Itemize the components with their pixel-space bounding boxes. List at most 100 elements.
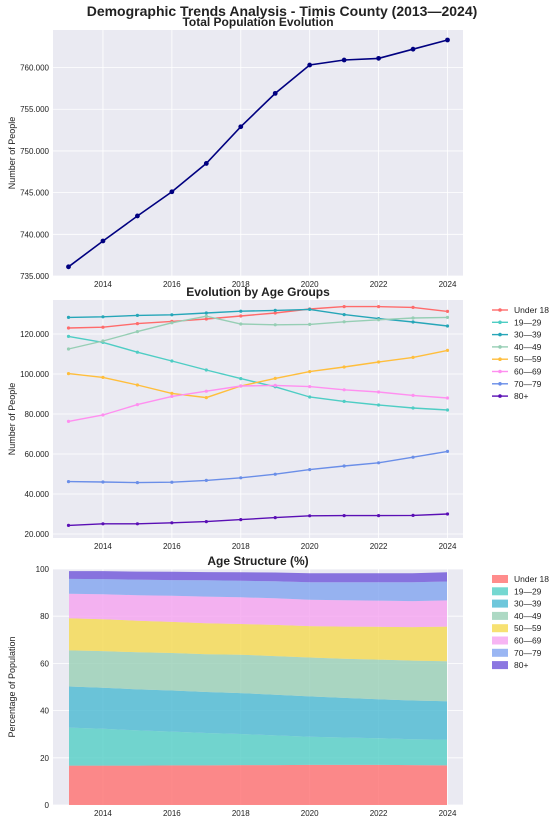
data-point: [238, 124, 244, 130]
area-band-80+: [69, 571, 447, 583]
data-point: [66, 419, 71, 423]
data-point: [273, 472, 277, 476]
data-point: [66, 523, 71, 528]
data-point: [204, 311, 208, 315]
data-point: [135, 522, 140, 526]
data-point: [342, 305, 346, 309]
data-point: [308, 370, 312, 374]
legend-label: Under 18: [514, 305, 549, 315]
data-point: [66, 347, 71, 351]
data-point: [135, 213, 140, 219]
data-point: [308, 395, 312, 399]
data-point: [170, 521, 174, 525]
data-point: [272, 90, 278, 96]
data-point: [376, 461, 381, 465]
chart-panel-2: 2014 2016 2018 2020 2022 2024 20.000 40.000 60.0…: [7, 285, 549, 551]
data-point: [445, 309, 450, 313]
data-point: [308, 514, 312, 518]
data-point: [411, 316, 415, 320]
area-band-40—49: [69, 650, 447, 702]
x-tick-label: 2024: [439, 280, 457, 289]
x-tick-label: 2016: [163, 809, 181, 818]
data-point: [445, 37, 450, 43]
data-point: [239, 518, 243, 522]
legend: Under 18 19—29 30—39 40—49 50—59 60—69 70—79 80…: [492, 574, 549, 670]
data-point: [273, 383, 277, 387]
data-point: [66, 264, 71, 270]
legend-swatch: [492, 587, 508, 596]
series-40—49: [66, 314, 450, 351]
data-point: [307, 62, 313, 68]
data-point: [341, 57, 347, 63]
legend-label: 30—39: [514, 330, 542, 340]
data-point: [204, 314, 208, 318]
y-tick-label: 120.000: [20, 330, 49, 339]
data-point: [66, 372, 71, 376]
data-point: [204, 368, 208, 372]
x-tick-label: 2018: [232, 809, 250, 818]
legend-label: 60—69: [514, 636, 542, 646]
y-tick-label: 40.000: [25, 490, 50, 499]
x-tick-label: 2024: [439, 809, 457, 818]
chart-panel-3: 2014 2016 2018 2020 2022 2024 0 20 40 60 80 100 Age …: [7, 554, 549, 818]
data-point: [308, 322, 312, 326]
data-point: [135, 313, 140, 317]
legend-marker: [498, 308, 502, 312]
data-point: [169, 189, 175, 195]
series-line: [68, 513, 448, 527]
legend-swatch: [492, 636, 508, 645]
data-point: [135, 481, 140, 485]
chart-panel-1: 2014 2016 2018 2020 2022 2024 735.000 740.000 74…: [7, 15, 463, 289]
data-point: [135, 322, 140, 326]
data-point: [170, 313, 174, 317]
data-point: [376, 318, 381, 322]
legend-label: 70—79: [514, 648, 542, 658]
data-point: [376, 305, 381, 309]
legend-label: 19—29: [514, 586, 542, 596]
legend-swatch: [492, 611, 508, 620]
data-point: [342, 464, 346, 468]
data-point: [342, 388, 346, 392]
data-point: [308, 468, 312, 472]
x-tick-label: 2014: [94, 542, 112, 551]
y-tick-label: 60.000: [25, 450, 50, 459]
legend-label: 19—29: [514, 317, 542, 327]
y-tick-label: 80.000: [25, 410, 50, 419]
data-point: [376, 514, 381, 518]
data-point: [239, 309, 243, 313]
series-total: [66, 37, 450, 270]
x-tick-label: 2022: [370, 280, 388, 289]
y-tick-label: 100: [36, 565, 50, 574]
data-point: [204, 389, 208, 393]
x-tick-label: 2022: [370, 809, 388, 818]
data-point: [342, 320, 346, 324]
data-point: [66, 315, 71, 319]
y-tick-label: 20.000: [25, 530, 50, 539]
x-tick-label: 2016: [163, 280, 181, 289]
legend-marker: [498, 357, 502, 362]
legend-swatch: [492, 599, 508, 608]
y-tick-label: 80: [40, 612, 49, 621]
y-tick-label: 735.000: [20, 272, 49, 281]
data-point: [204, 317, 208, 321]
panel-title: Evolution by Age Groups: [186, 285, 330, 299]
data-point: [101, 522, 105, 526]
data-point: [273, 308, 277, 312]
legend-swatch: [492, 624, 508, 633]
data-point: [342, 514, 346, 518]
legend-marker: [498, 369, 502, 374]
y-tick-label: 760.000: [20, 64, 49, 73]
series-line: [68, 39, 448, 268]
data-point: [239, 377, 243, 381]
data-point: [204, 520, 208, 524]
area-band-70—79: [69, 578, 447, 602]
y-tick-label: 745.000: [20, 189, 49, 198]
legend-swatch: [492, 648, 508, 657]
y-axis-label: Number of People: [7, 383, 17, 456]
y-tick-label: 755.000: [20, 105, 49, 114]
data-point: [170, 359, 174, 363]
data-point: [204, 396, 208, 400]
data-point: [170, 394, 174, 398]
legend-label: 30—39: [514, 599, 542, 609]
